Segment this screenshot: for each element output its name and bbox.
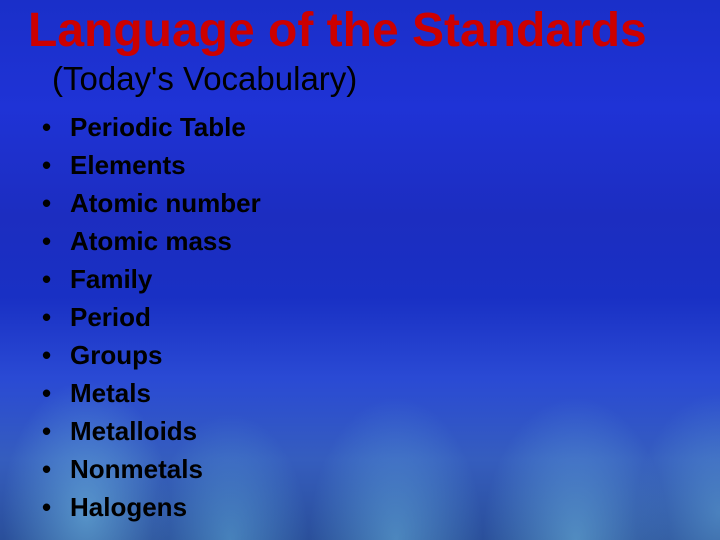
slide: Language of the Standards (Today's Vocab…: [0, 0, 720, 540]
vocab-item: Atomic number: [40, 184, 720, 222]
vocab-item: Groups: [40, 336, 720, 374]
vocab-item: Metalloids: [40, 412, 720, 450]
vocab-item: Nonmetals: [40, 450, 720, 488]
vocab-item: Periodic Table: [40, 108, 720, 146]
vocab-item: Period: [40, 298, 720, 336]
vocab-item: Elements: [40, 146, 720, 184]
slide-title: Language of the Standards: [0, 6, 720, 56]
vocab-item: Atomic mass: [40, 222, 720, 260]
vocab-item: Halogens: [40, 488, 720, 526]
vocab-list: Periodic TableElementsAtomic numberAtomi…: [0, 108, 720, 526]
slide-subtitle: (Today's Vocabulary): [0, 60, 720, 98]
vocab-item: Family: [40, 260, 720, 298]
vocab-item: Metals: [40, 374, 720, 412]
